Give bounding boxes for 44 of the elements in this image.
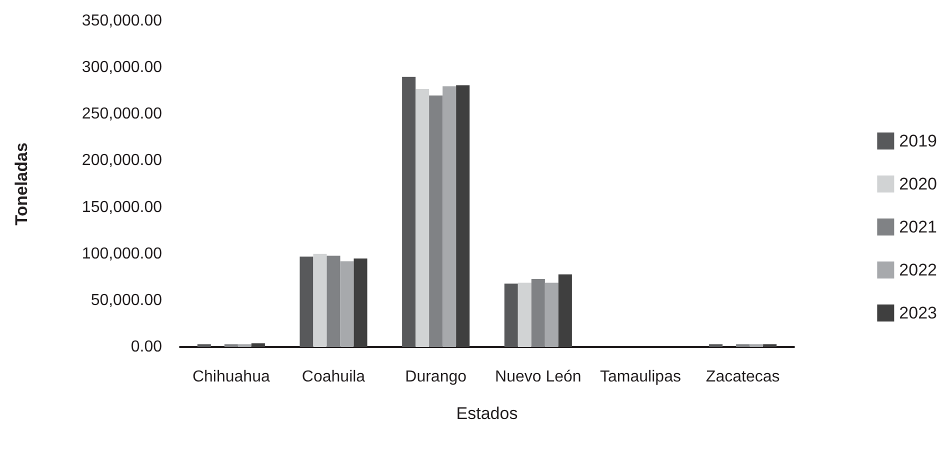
x-tick-label: Durango [405,368,467,386]
x-tick-label: Nuevo León [495,368,582,386]
y-tick-label: 0.00 [130,338,162,356]
y-tick-label: 350,000.00 [82,12,162,30]
y-tick-label: 150,000.00 [82,198,162,216]
bar [197,344,211,347]
legend-label: 2019 [899,132,938,150]
x-tick-label: Zacatecas [706,368,780,386]
bar [736,344,750,347]
bar [709,344,723,347]
legend-label: 2020 [899,174,938,194]
y-tick-label: 300,000.00 [82,59,162,76]
x-tick-label: Coahuila [302,368,366,386]
bar [326,256,340,347]
bar [504,284,518,347]
bar [340,261,354,347]
bar [544,282,558,347]
bar [429,96,443,347]
bar [224,344,238,347]
legend-label: 2021 [899,218,938,236]
bar [354,258,368,347]
y-axis-title: Toneladas [12,142,31,226]
bar [238,344,252,347]
bar [313,254,327,347]
bar [456,85,470,347]
bar [531,279,545,347]
bar [558,274,572,347]
x-tick-label: Chihuahua [192,368,270,386]
bar [251,343,265,347]
legend-label: 2022 [899,260,938,280]
x-axis-title: Estados [456,404,518,423]
x-tick-label: Tamaulipas [600,368,681,386]
bar [750,344,764,347]
bar [300,256,314,347]
y-tick-label: 200,000.00 [82,152,162,170]
bar [442,86,456,347]
bar [402,76,416,347]
y-tick-label: 50,000.00 [90,292,162,309]
bar [518,282,532,347]
legend-label: 2023 [899,304,938,322]
bar [763,344,777,347]
y-tick-label: 250,000.00 [82,106,162,123]
bar [416,88,430,347]
y-tick-label: 100,000.00 [82,245,162,262]
